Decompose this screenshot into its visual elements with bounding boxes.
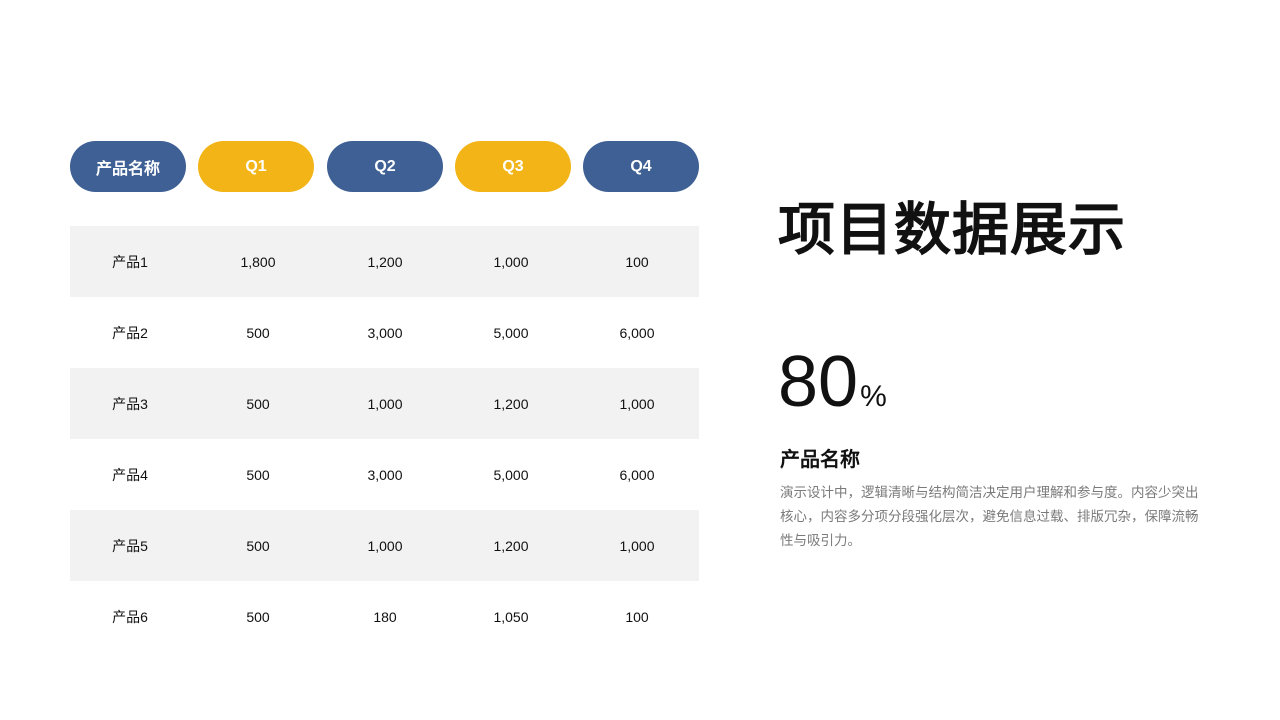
stat-value: 80% (778, 342, 887, 437)
table-cell: 180 (373, 608, 397, 625)
table-cell: 3,000 (367, 324, 403, 341)
table-cell: 500 (246, 395, 270, 412)
table-cell: 产品2 (112, 324, 148, 341)
table-cell: 1,200 (367, 253, 403, 270)
table-row: 产品2 500 3,000 5,000 6,000 (70, 297, 699, 368)
table-cell: 6,000 (619, 324, 655, 341)
table-cell: 1,050 (493, 608, 529, 625)
table-cell: 产品6 (112, 608, 148, 625)
table-cell: 产品1 (112, 253, 148, 270)
table-cell: 500 (246, 466, 270, 483)
table-cell: 500 (246, 324, 270, 341)
table-cell: 产品4 (112, 466, 148, 483)
table-cell: 100 (625, 608, 649, 625)
table-row: 产品3 500 1,000 1,200 1,000 (70, 368, 699, 439)
table-row: 产品5 500 1,000 1,200 1,000 (70, 510, 699, 581)
page-title: 项目数据展示 (778, 198, 1126, 262)
table-cell: 100 (625, 253, 649, 270)
stat-number: 80 (778, 342, 859, 422)
table-cell: 1,000 (619, 537, 655, 554)
table-cell: 500 (246, 537, 270, 554)
table-row: 产品6 500 180 1,050 100 (70, 581, 699, 652)
stat-subtitle: 产品名称 (780, 449, 860, 471)
table-cell: 500 (246, 608, 270, 625)
table-cell: 6,000 (619, 466, 655, 483)
column-header-1: Q1 (198, 141, 314, 192)
table-row: 产品1 1,800 1,200 1,000 100 (70, 226, 699, 297)
table-cell: 5,000 (493, 466, 529, 483)
table-cell: 1,200 (493, 537, 529, 554)
table-cell: 1,200 (493, 395, 529, 412)
stat-unit: % (860, 380, 887, 413)
table-cell: 5,000 (493, 324, 529, 341)
table-cell: 产品3 (112, 395, 148, 412)
table-cell: 1,000 (367, 395, 403, 412)
column-header-4: Q4 (583, 141, 699, 192)
table-cell: 3,000 (367, 466, 403, 483)
table-cell: 1,000 (367, 537, 403, 554)
table-cell: 1,800 (240, 253, 276, 270)
column-header-3: Q3 (455, 141, 571, 192)
column-header-2: Q2 (327, 141, 443, 192)
table-cell: 1,000 (493, 253, 529, 270)
stat-description: 演示设计中，逻辑清晰与结构简洁决定用户理解和参与度。内容少突出核心，内容多分项分… (780, 485, 1199, 548)
table-row: 产品4 500 3,000 5,000 6,000 (70, 439, 699, 510)
column-header-0: 产品名称 (70, 141, 186, 192)
table-cell: 1,000 (619, 395, 655, 412)
table-cell: 产品5 (112, 537, 148, 554)
